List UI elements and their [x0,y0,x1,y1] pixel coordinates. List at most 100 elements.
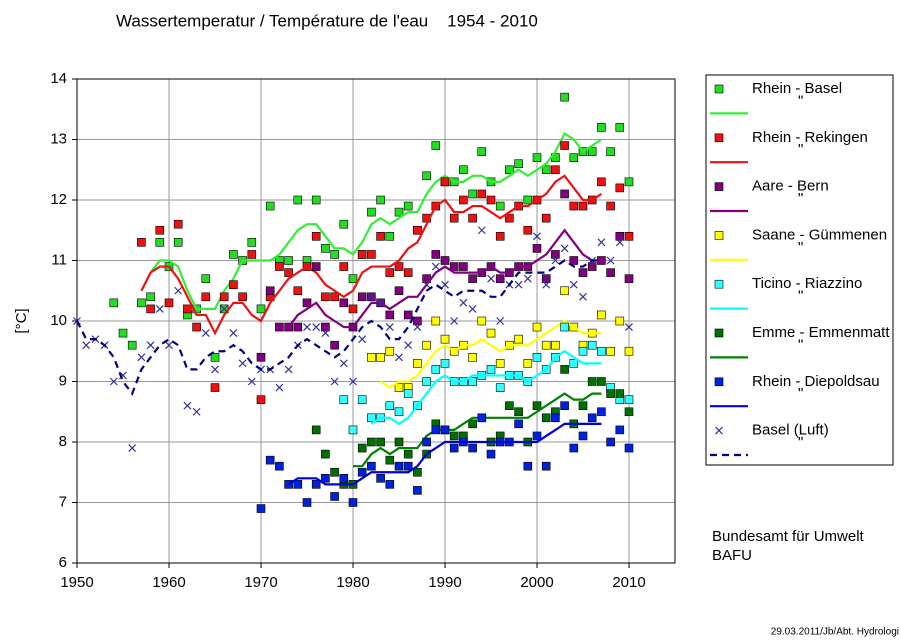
data-point [367,461,376,471]
data-point [311,262,321,271]
data-point [615,316,625,326]
data-point [357,443,367,453]
data-point [440,256,450,265]
data-point [422,171,431,181]
data-point [440,359,450,368]
data-point [578,431,588,441]
data-point [192,322,201,332]
data-point [486,449,496,459]
data-point [413,225,422,235]
data-point [321,292,330,302]
data-point [201,274,211,283]
data-point [339,359,348,368]
data-point [533,232,541,241]
data-point [477,147,487,156]
legend-marker [714,133,724,143]
data-point [440,334,450,344]
data-point [238,359,247,368]
series-line [140,174,603,336]
data-point [551,413,560,423]
data-point [578,346,588,356]
data-point [597,123,606,132]
series-line [149,131,603,310]
data-point [302,498,312,507]
legend-marker [714,328,724,338]
data-point [441,280,449,289]
data-point [303,323,311,331]
data-point [109,298,119,308]
data-point [403,310,413,320]
data-point [275,262,284,271]
data-point [615,183,625,193]
legend-label: " [798,239,803,256]
data-point [348,425,358,435]
data-point [210,383,220,392]
x-tick-label: 2010 [612,574,645,591]
data-point [311,232,321,241]
data-point [247,238,257,247]
data-point [541,413,551,423]
data-point [495,359,505,368]
data-point [155,304,164,313]
data-point [330,340,339,350]
data-point [551,165,560,175]
data-point [403,201,413,211]
data-point [560,244,569,253]
data-point [523,461,533,471]
data-point [624,346,634,356]
data-point [495,274,505,283]
data-point [606,346,615,356]
y-tick-label: 8 [59,433,67,450]
y-tick-label: 13 [50,130,67,147]
data-point [339,262,349,271]
data-point [569,280,578,289]
data-point [560,401,569,411]
series-line [287,228,602,329]
data-point [293,195,303,205]
data-point [367,250,376,259]
data-point [238,292,247,302]
data-point [330,292,339,302]
series-line [287,422,602,486]
data-point [569,443,579,453]
data-point [385,455,395,465]
data-point [468,213,477,223]
series-line [379,319,602,389]
data-point [174,286,183,295]
data-point [293,322,303,332]
data-point [183,401,192,410]
data-point [275,461,284,471]
data-point [541,340,551,350]
data-point [413,316,422,326]
data-point [229,280,238,290]
legend-label: " [798,288,803,305]
legend-label: " [798,141,803,158]
data-point [569,201,579,211]
data-point [532,322,542,332]
data-point [624,232,634,241]
data-point [173,219,183,229]
data-point [192,407,201,416]
data-point [624,177,634,187]
data-point [201,329,210,338]
legend-marker [715,426,723,435]
data-point [403,268,413,277]
data-point [431,425,441,435]
data-point [165,341,173,350]
data-point [422,437,431,447]
x-tick-label: 1980 [336,574,369,591]
data-point [367,207,376,217]
data-point [265,455,275,465]
y-tick-label: 14 [50,70,67,87]
data-point [514,334,523,344]
data-point [293,480,303,489]
legend-label: Saane - Gümmenen [752,226,887,243]
data-point [219,292,229,302]
data-point [311,480,321,489]
data-point [541,274,551,283]
data-point [560,189,569,199]
legend-label: " [798,385,803,402]
data-point [579,292,587,301]
data-point [486,365,496,374]
data-point [459,165,468,175]
